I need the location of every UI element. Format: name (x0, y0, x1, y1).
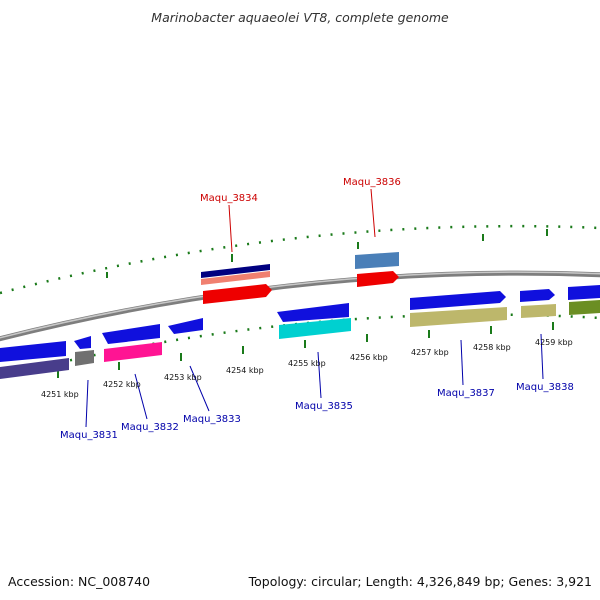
gene-label[interactable]: Maqu_3835 (295, 401, 353, 412)
gene-feature-3834-b[interactable] (201, 271, 270, 285)
gene-feature-3837-a[interactable] (410, 291, 506, 310)
scale-labels: 4251 kbp 4252 kbp 4253 kbp 4254 kbp 4255… (41, 338, 573, 399)
gene-label[interactable]: Maqu_3838 (516, 382, 574, 393)
genome-backbone (0, 270, 600, 342)
scale-label: 4253 kbp (164, 373, 202, 382)
map-title: Marinobacter aquaeolei VT8, complete gen… (151, 10, 449, 25)
scale-label: 4252 kbp (103, 380, 141, 389)
reverse-strand-features (0, 300, 600, 379)
gene-feature-3835-a[interactable] (277, 303, 349, 322)
gene-feature-3838-a[interactable] (520, 289, 555, 302)
gene-labels: Maqu_3831 Maqu_3832 Maqu_3833 Maqu_3834 … (60, 177, 574, 441)
genome-backbone-highlight (0, 271, 600, 339)
gene-label[interactable]: Maqu_3837 (437, 388, 495, 399)
scale-label: 4254 kbp (226, 366, 264, 375)
scale-label: 4259 kbp (535, 338, 573, 347)
gene-feature-3832-b[interactable] (104, 342, 162, 362)
scale-label: 4256 kbp (350, 353, 388, 362)
gene-feature-3833-a[interactable] (168, 318, 203, 334)
gene-feature-3835-b[interactable] (279, 318, 351, 339)
gene-label[interactable]: Maqu_3834 (200, 193, 258, 204)
inner-major-ticks (57, 322, 554, 378)
outer-major-ticks (106, 229, 548, 278)
gene-label[interactable]: Maqu_3833 (183, 414, 241, 425)
accession-text: Accession: NC_008740 (8, 574, 151, 589)
gene-feature-3831-b[interactable] (75, 350, 94, 366)
gene-feature-3830-b[interactable] (0, 358, 69, 379)
gene-feature-3831-a[interactable] (74, 336, 91, 349)
gene-label[interactable]: Maqu_3836 (343, 177, 401, 188)
gene-feature-3839-b[interactable] (569, 300, 600, 315)
gene-feature-3837-b[interactable] (410, 307, 507, 327)
forward-strand-features (201, 252, 600, 310)
gene-feature-3836-a[interactable] (355, 252, 399, 269)
gene-label[interactable]: Maqu_3831 (60, 430, 118, 441)
gene-feature-3836-b[interactable] (357, 271, 399, 287)
genome-summary-text: Topology: circular; Length: 4,326,849 bp… (248, 574, 592, 589)
gene-label[interactable]: Maqu_3832 (121, 422, 179, 433)
gene-feature-3832-a[interactable] (102, 324, 160, 344)
gene-feature-3834-c[interactable] (203, 284, 272, 304)
scale-label: 4258 kbp (473, 343, 511, 352)
gene-feature-3830-a[interactable] (0, 341, 66, 362)
scale-label: 4257 kbp (411, 348, 449, 357)
gene-feature-3838-b[interactable] (521, 304, 556, 318)
gene-feature-3834-a[interactable] (201, 264, 270, 278)
gene-feature-3839-a[interactable] (568, 285, 600, 300)
scale-label: 4255 kbp (288, 359, 326, 368)
label-connectors (85, 188, 544, 428)
scale-label: 4251 kbp (41, 390, 79, 399)
